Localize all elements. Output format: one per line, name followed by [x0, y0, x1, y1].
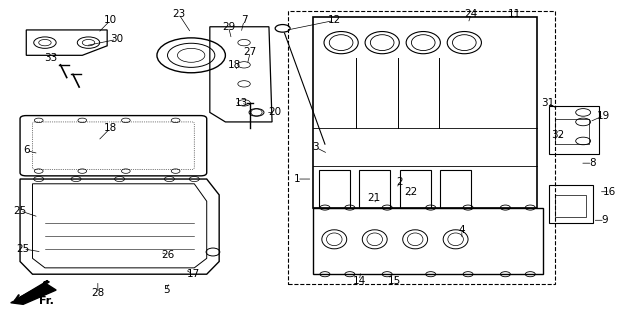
- Text: 33: 33: [44, 53, 58, 63]
- Bar: [359, 170, 390, 208]
- Bar: [549, 185, 592, 223]
- Text: 19: 19: [597, 111, 611, 121]
- Text: 1: 1: [294, 174, 300, 184]
- Text: 18: 18: [228, 60, 241, 70]
- Text: 11: 11: [508, 9, 521, 19]
- Text: 6: 6: [23, 146, 29, 156]
- Text: 28: 28: [91, 288, 104, 298]
- Text: 3: 3: [312, 142, 319, 152]
- Bar: [399, 170, 431, 208]
- Text: 27: 27: [244, 47, 257, 57]
- Text: 18: 18: [104, 123, 117, 133]
- Text: 25: 25: [13, 206, 27, 216]
- Bar: [319, 170, 350, 208]
- Text: 23: 23: [172, 9, 186, 19]
- Text: 17: 17: [186, 269, 199, 279]
- Text: 4: 4: [459, 225, 465, 235]
- Text: 22: 22: [404, 187, 418, 197]
- Text: 8: 8: [589, 158, 596, 168]
- Text: 31: 31: [541, 98, 554, 108]
- Text: 21: 21: [367, 193, 380, 203]
- Bar: [555, 195, 586, 217]
- Text: 32: 32: [552, 130, 565, 140]
- Bar: [555, 119, 589, 144]
- Text: 15: 15: [388, 276, 401, 285]
- Text: 2: 2: [396, 177, 403, 187]
- Text: 25: 25: [16, 244, 30, 254]
- Bar: [288, 11, 555, 284]
- Text: 13: 13: [234, 98, 248, 108]
- Text: 26: 26: [161, 250, 175, 260]
- Text: 24: 24: [464, 9, 478, 19]
- Text: 14: 14: [352, 276, 366, 285]
- Text: 20: 20: [269, 108, 282, 117]
- Text: 12: 12: [328, 15, 341, 25]
- Bar: [549, 106, 599, 154]
- Text: 29: 29: [222, 22, 235, 32]
- Polygon shape: [11, 281, 56, 304]
- Text: 5: 5: [163, 285, 169, 295]
- Text: 30: 30: [110, 35, 123, 44]
- Text: Fr.: Fr.: [39, 296, 54, 306]
- Text: 10: 10: [104, 15, 117, 25]
- Text: 9: 9: [602, 215, 608, 225]
- Bar: [440, 170, 471, 208]
- Text: 7: 7: [241, 15, 248, 25]
- Text: 16: 16: [603, 187, 616, 197]
